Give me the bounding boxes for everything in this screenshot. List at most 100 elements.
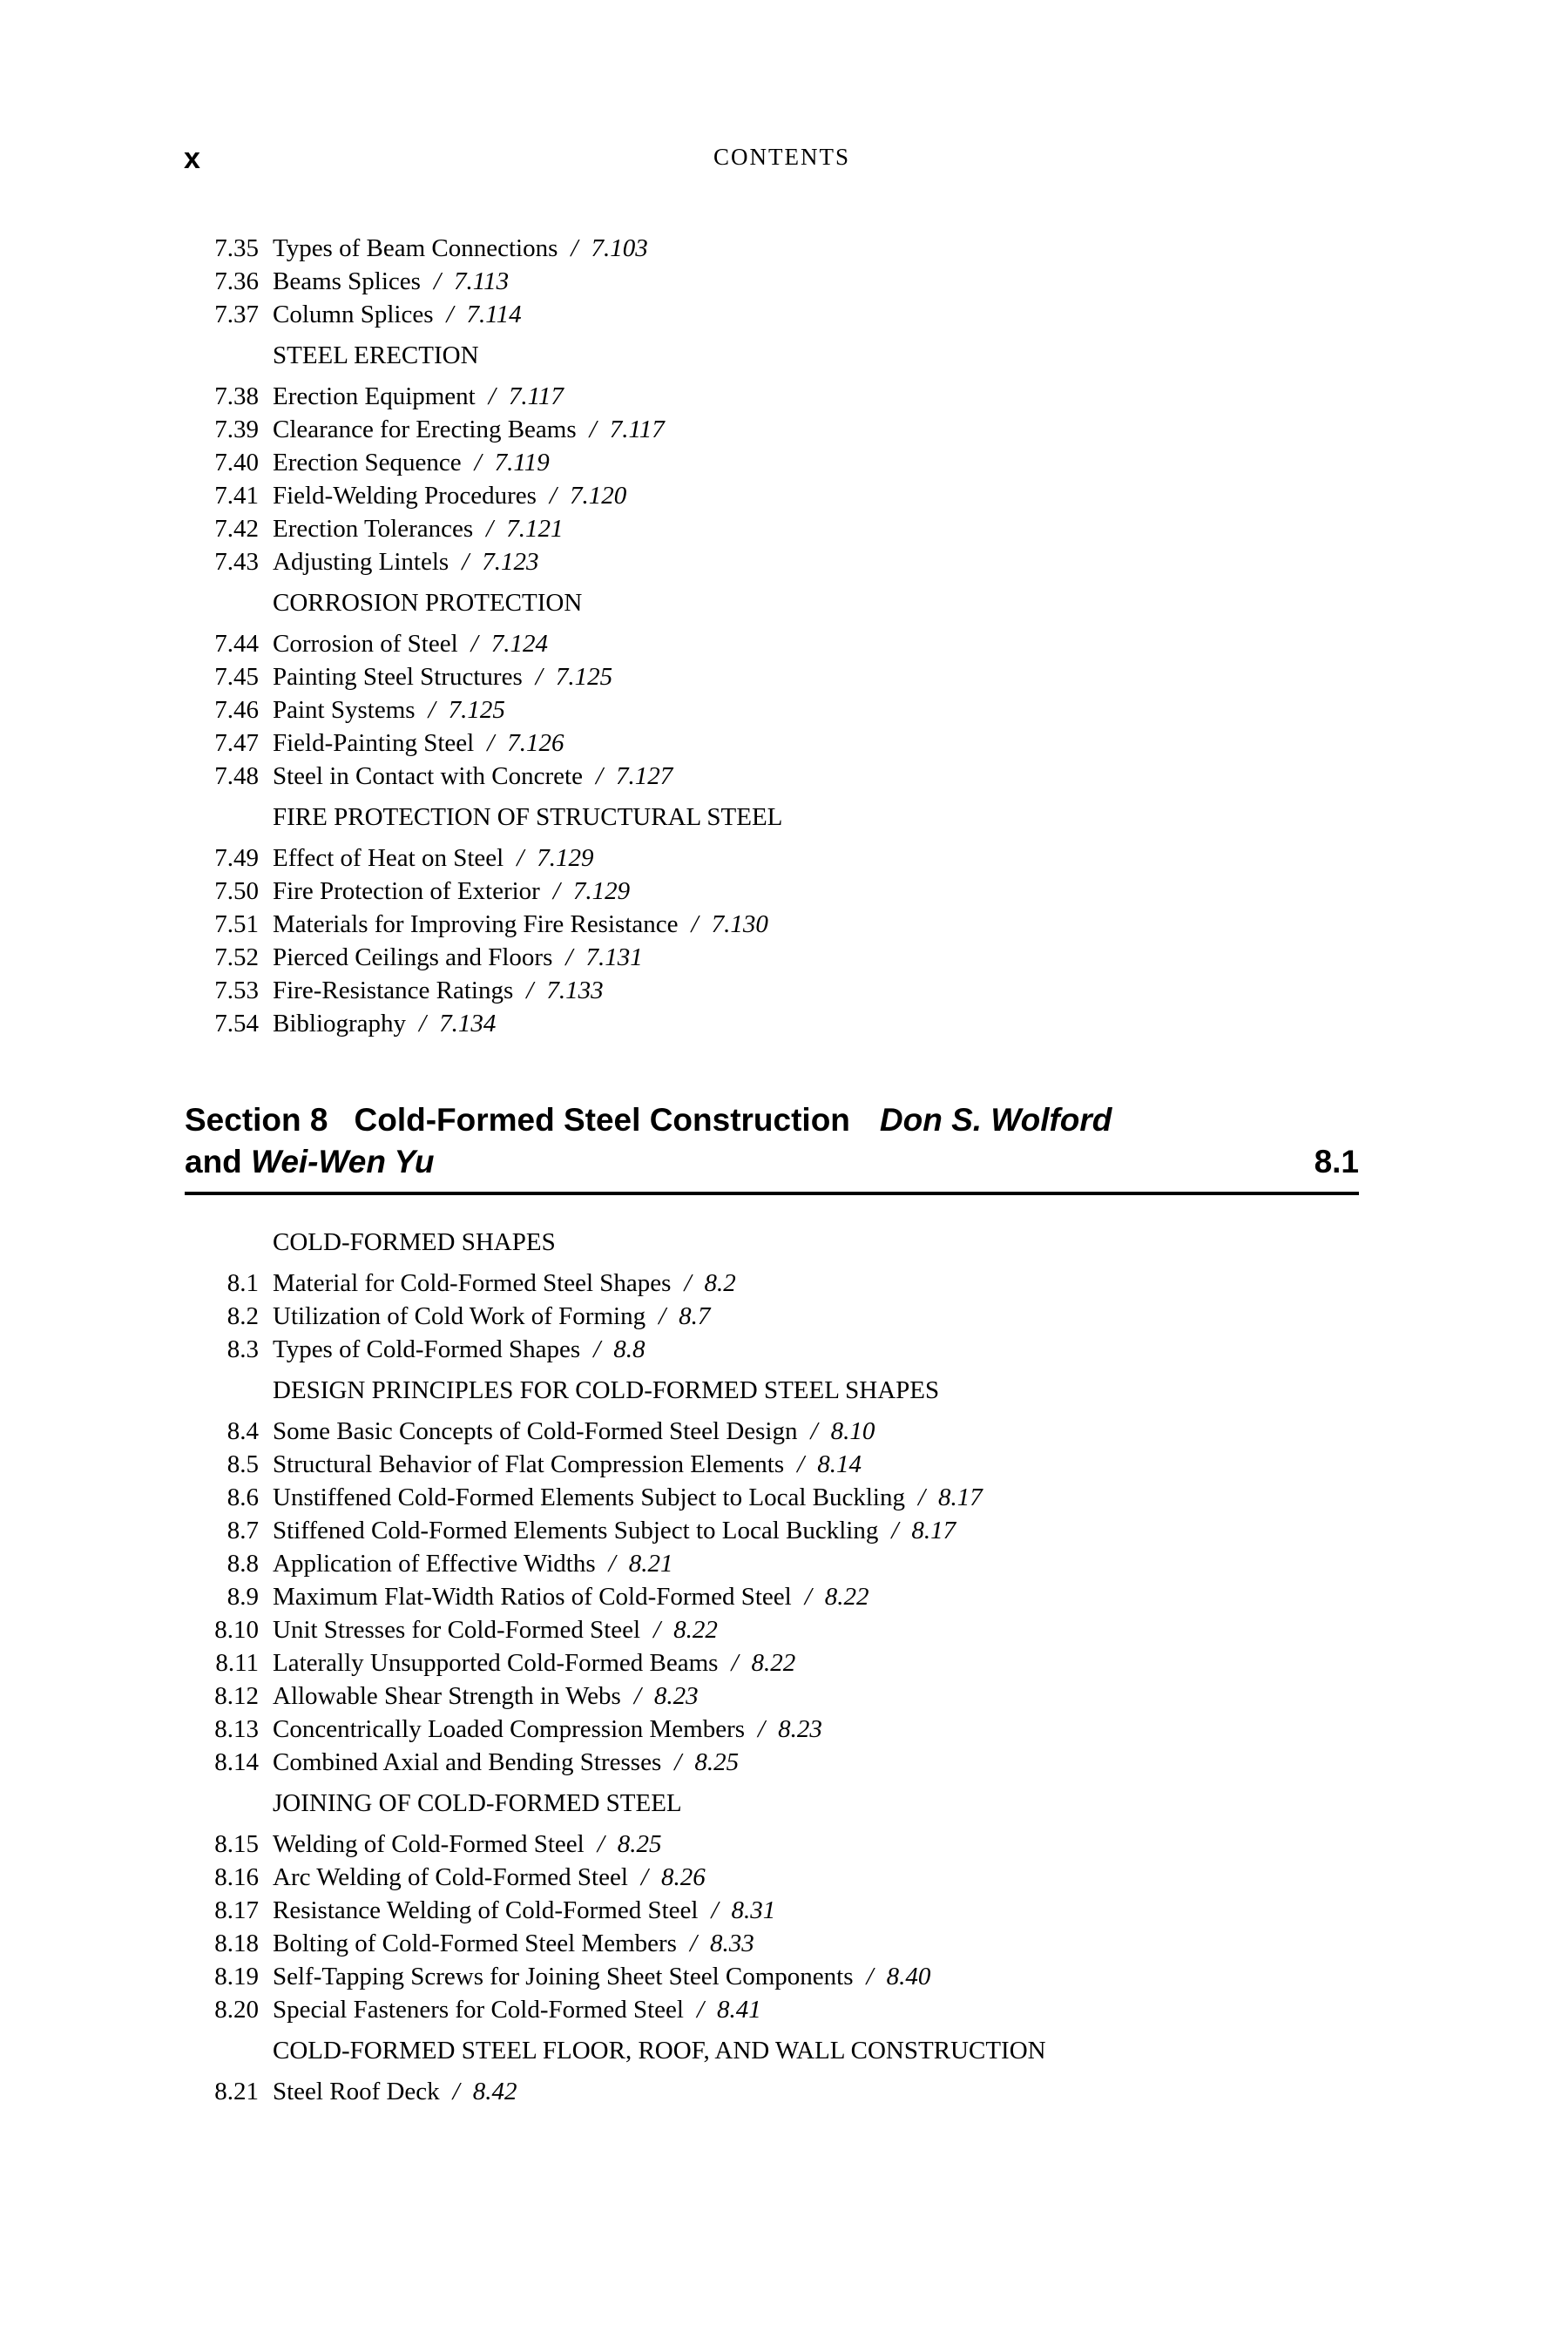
toc-entry: 7.38 Erection Equipment / 7.117	[187, 380, 1424, 413]
toc-entry-number: 7.54	[214, 1010, 259, 1037]
toc-entry-page: 7.130	[711, 910, 768, 938]
toc-entry-title: Combined Axial and Bending Stresses	[273, 1748, 662, 1776]
toc-entry-separator: /	[696, 1996, 705, 2024]
toc-entry-title: Unit Stresses for Cold-Formed Steel	[273, 1616, 641, 1644]
section-title: Cold-Formed Steel Construction	[354, 1102, 850, 1138]
toc-entry-title: Steel in Contact with Concrete	[273, 762, 583, 790]
toc-entry-page: 8.25	[694, 1748, 740, 1776]
toc-entry-page: 7.120	[569, 482, 627, 510]
toc-entry-title: Field-Welding Procedures	[273, 482, 537, 510]
toc-entry-number: 7.53	[214, 977, 259, 1004]
toc-entry-page: 7.131	[585, 943, 643, 971]
toc-entry-separator: /	[517, 844, 524, 872]
toc-entry: 7.48 Steel in Contact with Concrete / 7.127	[187, 760, 1424, 793]
toc-entry-separator: /	[711, 1896, 719, 1924]
toc-entry-page: 8.23	[653, 1682, 699, 1710]
toc-entry-title: Steel Roof Deck	[273, 2078, 440, 2105]
toc-entry: 7.36 Beams Splices / 7.113	[187, 265, 1424, 298]
toc-entry-number: 7.37	[214, 301, 259, 328]
toc-entry-number: 8.10	[214, 1616, 259, 1644]
toc-entry-separator: /	[571, 234, 578, 262]
toc-entry-number: 7.42	[214, 515, 259, 543]
toc-entry-page: 7.125	[448, 696, 505, 724]
toc-subhead-text: COLD-FORMED STEEL FLOOR, ROOF, AND WALL …	[273, 2037, 1046, 2065]
toc-entry-separator: /	[689, 1930, 698, 1957]
toc-entry: 7.46 Paint Systems / 7.125	[187, 693, 1424, 727]
toc-entry-title: Structural Behavior of Flat Compression …	[273, 1450, 785, 1478]
toc-entry-title: Laterally Unsupported Cold-Formed Beams	[273, 1649, 719, 1677]
toc-entry-separator: /	[731, 1649, 739, 1677]
toc-entry: 8.3 Types of Cold-Formed Shapes / 8.8	[187, 1333, 1424, 1366]
toc-entry-separator: /	[487, 729, 495, 757]
toc-entry-separator: /	[674, 1748, 682, 1776]
toc-entry-number: 8.21	[214, 2078, 259, 2105]
toc-entry-page: 7.121	[506, 515, 564, 543]
toc-entry-page: 8.2	[704, 1269, 736, 1297]
toc-entry-number: 8.20	[214, 1996, 259, 2024]
toc-entry-separator: /	[428, 696, 436, 724]
toc-entry: 7.51 Materials for Improving Fire Resista…	[187, 908, 1424, 941]
toc-entry-separator: /	[474, 449, 482, 476]
toc-subhead: CORROSION PROTECTION	[187, 586, 1424, 619]
toc-entry-title: Types of Cold-Formed Shapes	[273, 1335, 581, 1363]
toc-entry-page: 8.40	[886, 1963, 931, 1990]
toc-entry-title: Beams Splices	[273, 267, 421, 295]
toc-entry-separator: /	[593, 1335, 601, 1363]
toc-subhead: JOINING OF COLD-FORMED STEEL	[187, 1787, 1424, 1820]
toc-entry-separator: /	[549, 482, 557, 510]
toc-entry-title: Painting Steel Structures	[273, 663, 523, 691]
toc-entry-separator: /	[891, 1517, 899, 1544]
toc-entry-title: Corrosion of Steel	[273, 630, 458, 658]
toc-entry-page: 7.117	[508, 382, 564, 410]
toc-entry-title: Utilization of Cold Work of Forming	[273, 1302, 646, 1330]
toc-entry: 8.16 Arc Welding of Cold-Formed Steel / 8.2…	[187, 1861, 1424, 1894]
toc-entry-separator: /	[565, 943, 573, 971]
toc-entry-separator: /	[810, 1417, 818, 1445]
toc-entry-number: 8.18	[214, 1930, 259, 1957]
toc-entry-number: 8.5	[226, 1450, 259, 1478]
toc-entry-number: 8.4	[226, 1417, 259, 1445]
toc-entry-title: Stiffened Cold-Formed Elements Subject t…	[273, 1517, 879, 1544]
toc-entry: 8.7 Stiffened Cold-Formed Elements Subjec…	[187, 1514, 1424, 1547]
toc-entry-page: 8.25	[617, 1830, 662, 1858]
toc-entry: 8.14 Combined Axial and Bending Stresses /…	[187, 1746, 1424, 1779]
toc-entry-page: 8.14	[817, 1450, 862, 1478]
toc-entry-title: Materials for Improving Fire Resistance	[273, 910, 679, 938]
toc-entry: 8.1 Material for Cold-Formed Steel Shapes…	[187, 1267, 1424, 1300]
toc-entry: 8.8 Application of Effective Widths / 8.21	[187, 1547, 1424, 1580]
toc-entry-title: Unstiffened Cold-Formed Elements Subject…	[273, 1484, 905, 1511]
toc-entry: 7.53 Fire-Resistance Ratings / 7.133	[187, 974, 1424, 1007]
toc-entry-separator: /	[684, 1269, 692, 1297]
toc-entry-title: Pierced Ceilings and Floors	[273, 943, 553, 971]
toc-entry-page: 8.42	[472, 2078, 517, 2105]
toc-entry: 7.42 Erection Tolerances / 7.121	[187, 512, 1424, 545]
toc-entry-page: 7.114	[466, 301, 522, 328]
toc-entry-separator: /	[470, 630, 478, 658]
toc-entry-title: Self-Tapping Screws for Joining Sheet St…	[273, 1963, 854, 1990]
running-title: CONTENTS	[713, 144, 850, 170]
toc-entry-separator: /	[526, 977, 534, 1004]
toc-entry: 8.19 Self-Tapping Screws for Joining Shee…	[187, 1960, 1424, 1993]
toc-entry-page: 7.129	[572, 877, 631, 905]
section-start-page: 8.1	[1314, 1144, 1359, 1179]
toc-entry-number: 7.50	[214, 877, 259, 905]
toc-entry: 8.2 Utilization of Cold Work of Forming / 8…	[187, 1300, 1424, 1333]
toc-entry-title: Some Basic Concepts of Cold-Formed Steel…	[273, 1417, 798, 1445]
toc-entry-page: 8.33	[710, 1930, 754, 1957]
toc-subhead: STEEL ERECTION	[187, 339, 1424, 372]
toc-entry-separator: /	[758, 1715, 766, 1743]
toc-entry-number: 8.19	[214, 1963, 259, 1990]
toc-entry: 7.44 Corrosion of Steel / 7.124	[187, 627, 1424, 660]
toc-entry-page: 7.117	[609, 416, 665, 443]
toc-entry-title: Paint Systems	[273, 696, 416, 724]
toc-entry-title: Welding of Cold-Formed Steel	[273, 1830, 585, 1858]
toc-entry-page: 8.21	[628, 1550, 673, 1578]
section-author-2: Wei-Wen Yu	[251, 1144, 435, 1179]
section-author-conjunction: and	[185, 1144, 242, 1179]
toc-subhead-text: FIRE PROTECTION OF STRUCTURAL STEEL	[273, 803, 783, 831]
toc-entry-title: Maximum Flat-Width Ratios of Cold-Formed…	[273, 1583, 792, 1611]
toc-entry-separator: /	[433, 267, 442, 295]
toc-entry-separator: /	[462, 548, 470, 576]
toc-subhead-text: CORROSION PROTECTION	[273, 589, 583, 617]
toc-entry-page: 7.119	[494, 449, 550, 476]
